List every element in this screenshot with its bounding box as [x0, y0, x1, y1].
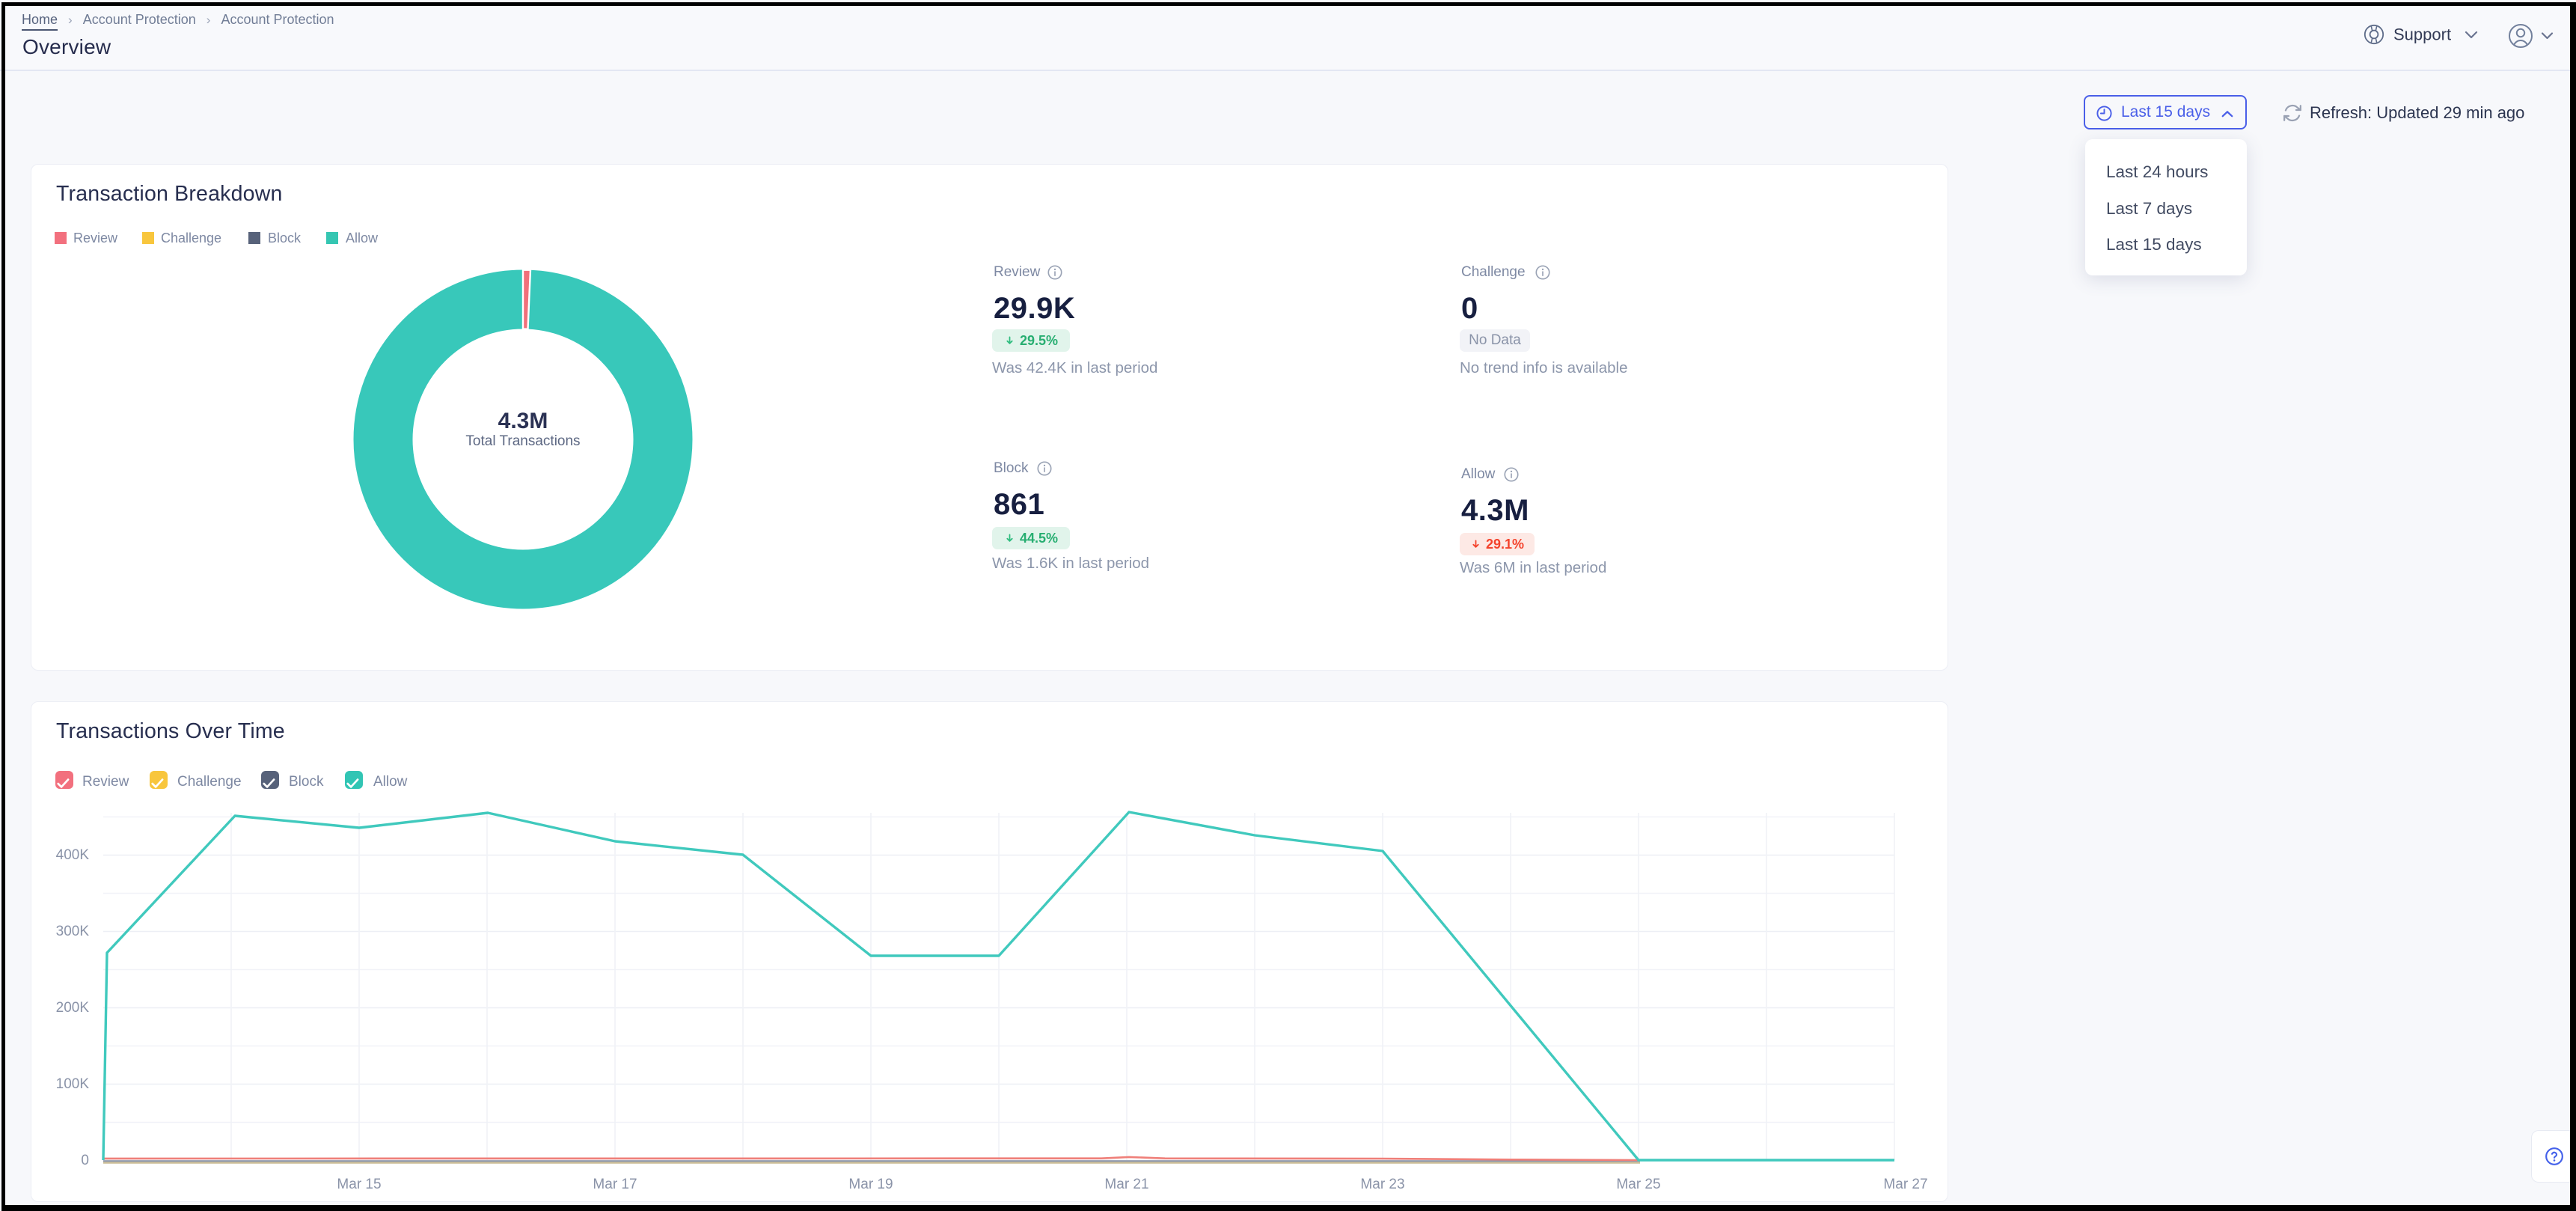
svg-text:100K: 100K: [56, 1076, 90, 1092]
svg-text:0: 0: [81, 1153, 89, 1168]
svg-text:Mar 27: Mar 27: [1883, 1177, 1927, 1192]
svg-text:Mar 19: Mar 19: [848, 1177, 893, 1192]
svg-text:Total Transactions: Total Transactions: [465, 433, 580, 449]
svg-text:4.3M: 4.3M: [498, 409, 548, 433]
svg-text:Mar 21: Mar 21: [1104, 1177, 1148, 1192]
svg-text:400K: 400K: [56, 847, 90, 863]
svg-text:Support: Support: [2393, 25, 2451, 44]
svg-text:Mar 15: Mar 15: [337, 1177, 381, 1192]
svg-text:Mar 17: Mar 17: [593, 1177, 637, 1192]
svg-text:Mar 23: Mar 23: [1360, 1177, 1404, 1192]
svg-text:200K: 200K: [56, 1000, 90, 1016]
svg-text:Mar 25: Mar 25: [1616, 1177, 1660, 1192]
svg-text:300K: 300K: [56, 924, 90, 939]
